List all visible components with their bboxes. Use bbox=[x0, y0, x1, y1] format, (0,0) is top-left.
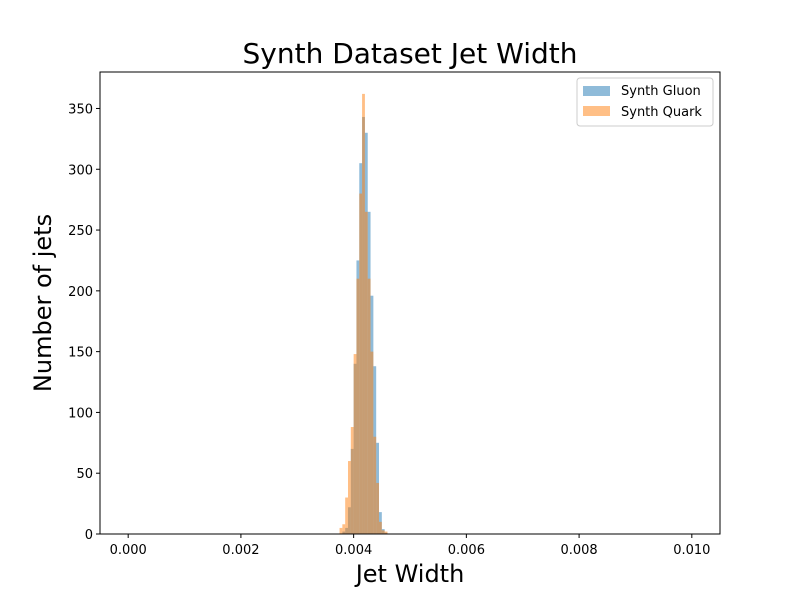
histogram-bar-quark bbox=[345, 497, 348, 534]
x-axis-label: Jet Width bbox=[354, 560, 465, 588]
x-tick-label: 0.006 bbox=[448, 543, 485, 558]
y-axis: 0 50 100 150 200 250 300 350 bbox=[68, 102, 100, 543]
y-tick-label: 200 bbox=[68, 285, 93, 300]
y-tick-label: 300 bbox=[68, 163, 93, 178]
y-tick-label: 150 bbox=[68, 346, 93, 361]
histogram-bar-quark bbox=[353, 354, 357, 534]
legend-box bbox=[576, 77, 714, 127]
x-tick-label: 0.008 bbox=[560, 543, 597, 558]
series-quark-bars bbox=[339, 93, 388, 534]
chart-title: Synth Dataset Jet Width bbox=[243, 37, 578, 70]
histogram-bar-quark bbox=[370, 351, 374, 534]
histogram-bar-quark bbox=[373, 436, 377, 534]
legend-label-quark: Synth Quark bbox=[621, 105, 702, 120]
plot-area bbox=[99, 71, 721, 535]
y-axis-label: Number of jets bbox=[29, 214, 57, 392]
histogram-bar-quark bbox=[367, 278, 371, 534]
histogram-bar-quark bbox=[350, 427, 354, 534]
histogram-bar-quark bbox=[384, 531, 388, 534]
x-tick-label: 0.002 bbox=[222, 543, 259, 558]
histogram-bar-quark bbox=[342, 524, 346, 534]
histogram-bar-quark bbox=[339, 527, 343, 534]
x-tick-label: 0.004 bbox=[335, 543, 372, 558]
histogram-bar-quark bbox=[362, 93, 365, 534]
histogram-bar-quark bbox=[379, 521, 382, 534]
legend: Synth Gluon Synth Quark bbox=[576, 77, 714, 127]
y-tick-label: 0 bbox=[85, 528, 93, 543]
legend-label-gluon: Synth Gluon bbox=[621, 84, 701, 99]
histogram-bar-quark bbox=[348, 461, 351, 534]
histogram-bar-quark bbox=[359, 193, 363, 534]
legend-swatch-quark bbox=[583, 106, 610, 116]
x-tick-label: 0.010 bbox=[673, 543, 710, 558]
y-tick-label: 350 bbox=[68, 102, 93, 117]
y-tick-label: 250 bbox=[68, 224, 93, 239]
histogram-bar-quark bbox=[381, 530, 385, 534]
y-tick-label: 50 bbox=[76, 467, 93, 482]
y-tick-label: 100 bbox=[68, 406, 93, 421]
histogram-bar-quark bbox=[356, 278, 360, 534]
histogram-bar-quark bbox=[376, 482, 379, 534]
legend-swatch-gluon bbox=[583, 86, 610, 96]
histogram-bar-quark bbox=[364, 211, 368, 534]
x-axis: 0.000 0.002 0.004 0.006 0.008 0.010 bbox=[110, 534, 710, 558]
plot-frame bbox=[99, 71, 721, 535]
x-tick-label: 0.000 bbox=[110, 543, 147, 558]
